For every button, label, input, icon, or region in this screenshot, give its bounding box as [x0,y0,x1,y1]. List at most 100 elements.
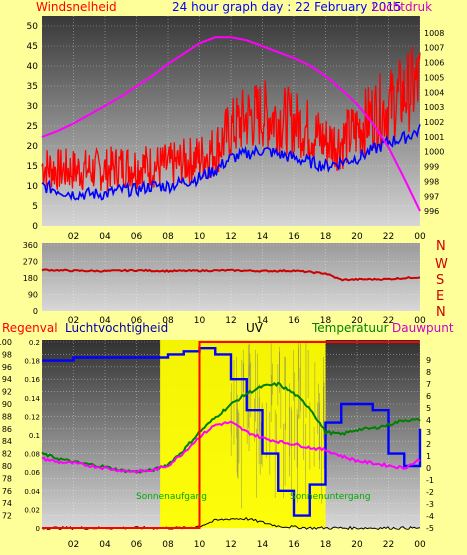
compass-label-n-top: N [436,239,446,254]
panel1-x-tick-label: 10 [194,232,206,242]
panel3-x-tick-label: 22 [383,540,394,550]
panel3-x-tick-label: 00 [414,540,426,550]
panel3-rain-tick-label: 0.02 [24,506,40,514]
panel3-temp-tick-label: -4 [426,512,434,521]
panel3-x-tick-label: 20 [351,540,363,550]
panel2-x-tick-label: 14 [257,316,269,326]
panel3-temp-tick-label: 5 [426,404,431,413]
chart-title: 24 hour graph day : 22 February 2015 [172,0,402,14]
panel1-x-tick-label: 14 [257,232,269,242]
series-lines [41,36,422,531]
panel1-y-left-tick-label: 15 [27,162,38,172]
panel2-x-tick-label: 22 [383,316,394,326]
panel1-y-right-tick-label: 1004 [424,88,444,97]
humidity-label: Luchtvochtigheid [65,321,168,335]
panel2-x-tick-label: 12 [225,316,236,326]
compass-label-n-bottom: N [436,305,446,320]
panel1-x-tick-label: 16 [288,232,300,242]
panel1-x-tick-label: 18 [320,232,332,242]
uv-label: UV [246,321,264,335]
compass-label-s: S [436,273,444,288]
panel1-y-left-tick-label: 35 [27,82,38,92]
panel1-y-left-tick-label: 0 [32,222,38,232]
panel2-x-tick-label: 16 [288,316,300,326]
rain-label: Regenval [2,321,58,335]
panel3-rain-tick-label: 0.16 [24,376,40,384]
panel2-x-tick-label: 08 [162,316,174,326]
panel3-temp-tick-label: -2 [426,488,434,497]
panel3-x-tick-label: 18 [320,540,332,550]
panel3-x-tick-label: 14 [257,540,269,550]
panel3-x-tick-label: 16 [288,540,300,550]
dewpoint-line [41,420,421,475]
panel3-rain-tick-label: 0.12 [24,413,40,421]
panel3-x-tick-label: 02 [68,540,79,550]
panel1-x-tick-label: 00 [414,232,426,242]
wind-gust-line [41,46,421,192]
panel1-y-right-tick-label: 1005 [424,73,444,82]
panel1-y-right-tick-label: 1006 [424,59,444,68]
panel3-x-tick-label: 06 [131,540,143,550]
panel2-x-tick-label: 04 [99,316,111,326]
rain-line [42,341,420,529]
panel1-y-right-tick-label: 999 [424,163,439,172]
sun-period-band [160,340,326,528]
panel1-y-left-tick-label: 10 [27,182,39,192]
panel3-humidity-tick-label: 96 [2,363,12,372]
panel3-humidity-tick-label: 74 [2,499,12,508]
panel3-humidity-tick-label: 88 [2,412,12,421]
compass-label-w: W [435,257,448,272]
panel1-y-left-tick-label: 5 [32,202,38,212]
panel3-humidity-tick-label: 72 [2,512,12,521]
panel2-x-tick-label: 20 [351,316,363,326]
panel3-humidity-tick-label: 82 [2,450,12,459]
panel1-y-left-tick-label: 25 [27,122,38,132]
panel3-humidity-tick-label: 80 [2,462,12,471]
pressure-line [41,36,421,212]
wind-speed-label: Windsnelheid [36,0,117,14]
panel1-x-tick-label: 08 [162,232,174,242]
panel3-temp-tick-label: -1 [426,476,434,485]
panel3-rain-tick-label: 0.18 [24,358,40,366]
panel2-x-tick-label: 00 [414,316,426,326]
panel3-humidity-tick-label: 84 [2,437,12,446]
panel3-temp-tick-label: 3 [426,428,431,437]
pressure-label: Luchtdruk [372,0,432,14]
panel1-x-tick-label: 20 [351,232,363,242]
panel3-rain-tick-label: 0.1 [29,432,40,440]
panel2-y-tick-label: 360 [23,241,38,250]
panel1-x-tick-label: 02 [68,232,79,242]
temperature-label: Temperatuur [311,321,389,335]
panel3-rain-tick-label: 0.08 [24,451,40,459]
panel1-x-tick-label: 06 [131,232,143,242]
panel3-rain-tick-label: 0.14 [24,395,40,403]
panel1-y-right-tick-label: 1001 [424,133,444,142]
panel1-y-left-tick-label: 40 [27,62,39,72]
panel1-y-right-tick-label: 1003 [424,103,444,112]
panel2-x-tick-label: 02 [68,316,79,326]
panel3-humidity-tick-label: 90 [2,400,12,409]
panel3-humidity-tick-label: 76 [2,487,12,496]
panel3-temp-tick-label: 8 [426,368,431,377]
panel1-x-tick-label: 04 [99,232,111,242]
panel3-humidity-tick-label: 94 [2,375,12,384]
panel1-y-right-tick-label: 996 [424,207,439,216]
panel3-rain-tick-label: 0 [36,525,40,533]
panel3-x-tick-label: 10 [194,540,206,550]
panel1-x-tick-label: 12 [225,232,236,242]
dewpoint-label: Dauwpunt [392,321,454,335]
panel3-x-tick-label: 08 [162,540,174,550]
panel3-rain-tick-label: 0.06 [24,469,40,477]
panel3-temp-tick-label: 0 [426,464,431,473]
panel1-y-right-tick-label: 1007 [424,44,444,53]
panel1-y-left-tick-label: 50 [27,22,39,32]
panel2-x-tick-label: 10 [194,316,206,326]
panel3-rain-tick-label: 0.2 [29,339,40,347]
panel3-humidity-tick-label: 92 [2,388,12,397]
panel2-y-tick-label: 180 [23,274,38,283]
panel3-temp-tick-label: 2 [426,440,431,449]
panel1-y-left-tick-label: 30 [27,102,39,112]
panel3-x-tick-label: 04 [99,540,111,550]
